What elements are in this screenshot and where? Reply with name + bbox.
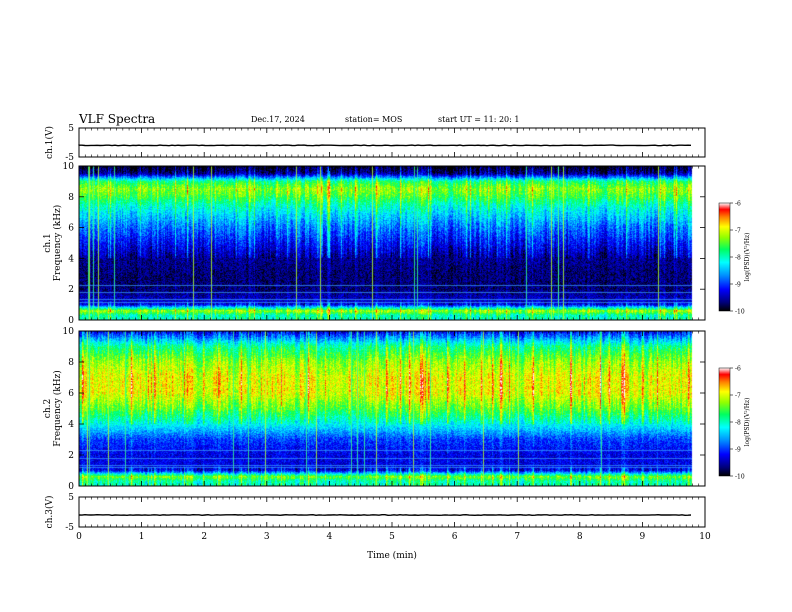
x-tick-label: 5: [389, 532, 395, 542]
ch2-colorbar-tick-label: -9: [735, 447, 741, 454]
ch2-colorbar: [718, 367, 731, 477]
x-tick-label: 10: [699, 532, 711, 542]
ch1-freq-ylabel: ch.1Frequency (kHz): [43, 205, 63, 282]
x-tick-label: 0: [76, 532, 82, 542]
ch2-freq-tick-label: 4: [68, 420, 74, 430]
ch1-freq-tick-label: 2: [68, 285, 74, 295]
ch1-y-tick-label: 5: [68, 124, 74, 134]
ch2-freq-tick-label: 6: [68, 389, 74, 399]
ch1-waveform-line: [78, 144, 692, 147]
ch2-freq-tick-label: 10: [63, 327, 75, 337]
ch1-colorbar-tick-label: -8: [735, 255, 741, 262]
ch1-freq-tick-label: 4: [68, 254, 74, 264]
ch1-colorbar-tick-label: -6: [735, 201, 741, 208]
ch3-y-tick-label: -5: [65, 523, 74, 533]
ch3-ylabel: ch.3(V): [44, 496, 55, 529]
ch2-colorbar-tick-label: -8: [735, 420, 741, 427]
ch2-freq-ylabel: ch.2Frequency (kHz): [43, 370, 63, 447]
ch1-colorbar-label: log(PSD)(V²/Hz): [744, 233, 751, 282]
x-tick-label: 9: [640, 532, 646, 542]
x-tick-label: 3: [264, 532, 270, 542]
x-tick-label: 6: [452, 532, 458, 542]
ch2-colorbar-tick-label: -10: [735, 474, 745, 481]
x-tick-label: 4: [327, 532, 333, 542]
ch1-ylabel: ch.1(V): [44, 126, 55, 159]
ch1-freq-tick-label: 10: [63, 162, 75, 172]
x-tick-label: 7: [514, 532, 520, 542]
ch3-waveform-line: [78, 513, 692, 517]
figure-start-time: start UT = 11: 20: 1: [438, 115, 520, 124]
figure-title: VLF Spectra: [79, 112, 156, 126]
ch2-colorbar-label: log(PSD)(V²/Hz): [744, 398, 751, 447]
x-tick-label: 2: [201, 532, 207, 542]
x-tick-label: 1: [139, 532, 145, 542]
ch1-freq-tick-label: 6: [68, 224, 74, 234]
ch2-freq-tick-label: 2: [68, 451, 74, 461]
ch2-freq-tick-label: 8: [68, 358, 74, 368]
ch1-y-tick-label: -5: [65, 153, 74, 163]
ch2-freq-tick-label: 0: [68, 482, 74, 492]
ch1-colorbar-tick-label: -7: [735, 228, 741, 235]
ch1-colorbar: [718, 202, 731, 312]
spectrogram-image-2: [79, 331, 705, 486]
figure-station: station= MOS: [345, 115, 403, 124]
ch2-colorbar-tick-label: -7: [735, 393, 741, 400]
ch1-freq-tick-label: 8: [68, 193, 74, 203]
ch3-y-tick-label: 5: [68, 493, 74, 503]
ch2-colorbar-tick-label: -6: [735, 366, 741, 373]
x-axis-label: Time (min): [367, 550, 417, 561]
x-tick-label: 8: [577, 532, 583, 542]
ch1-colorbar-tick-label: -9: [735, 282, 741, 289]
ch1-freq-tick-label: 0: [68, 316, 74, 326]
ch1-colorbar-tick-label: -10: [735, 309, 745, 316]
spectrogram-image-1: [79, 166, 705, 320]
figure-date: Dec.17, 2024: [251, 115, 305, 124]
